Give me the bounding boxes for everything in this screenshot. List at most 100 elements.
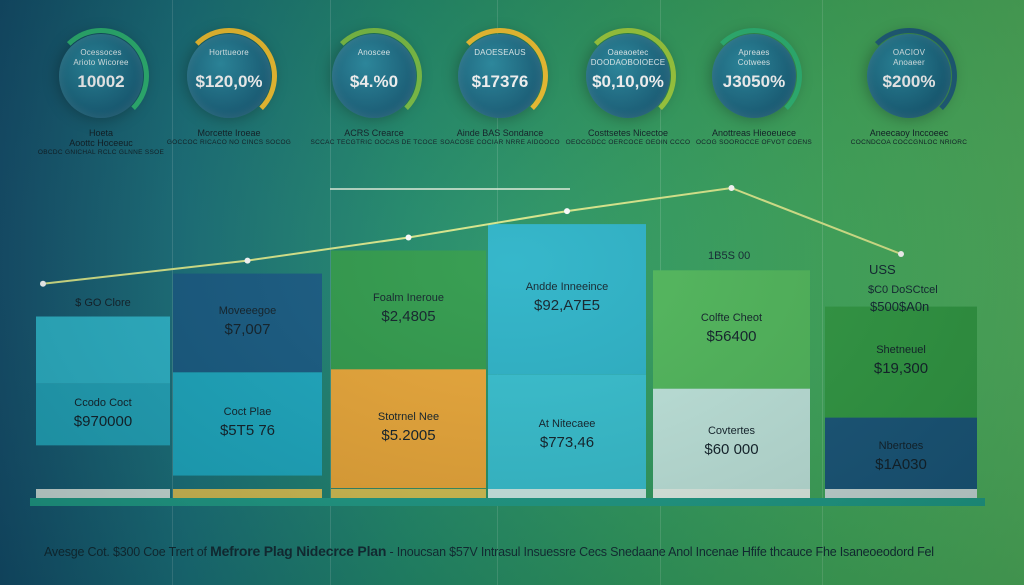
bar-segment-value: $56400 [706, 327, 757, 345]
trend-line [42, 186, 902, 285]
trend-point [405, 234, 412, 241]
bar-segment [36, 383, 170, 446]
bar-segment [825, 306, 977, 418]
bar-segment-value: $970000 [73, 412, 133, 430]
bar-segment-name: Foalm Ineroue [373, 291, 444, 304]
kpi-ring: Horttueore $120,0% [181, 28, 277, 124]
bar-segment-name: Stotrnel Nee [377, 410, 440, 423]
kpi-value: $120,0% [195, 72, 263, 91]
kpi-ring: DAOESEAUS $17376 [452, 28, 548, 124]
bar-segment [173, 273, 322, 373]
float-label-right-c: $500$A0n [870, 299, 930, 314]
kpi-caption: Morcette Iroeae [197, 128, 261, 138]
kpi-value: $0,10,0% [592, 72, 664, 91]
kpi-card: OACIOV Anoaeer $200% Aneecaoy Inccoeec COCND… [851, 28, 967, 168]
kpi-card: Anoscee $4.%0 ACRS Crearce SCCAC TECGTRIC O… [311, 28, 437, 168]
bar-segment-name: Colfte Cheot [700, 311, 763, 324]
bar-segment-value: $7,007 [224, 320, 271, 338]
bar-segment-value: $60 000 [704, 441, 759, 459]
kpi-caption: Costtsetes Nicectoe [587, 128, 669, 138]
kpi-detail: SOACOSE COCIAR NRRE AIDOOCO [440, 139, 560, 146]
divider-line [330, 0, 331, 585]
bar-segment [173, 372, 322, 476]
trend-point [244, 257, 251, 264]
bar-segment-name: Ccodo Coct [74, 396, 132, 409]
kpi-ring: Apreaes Cotwees J3050% [706, 28, 802, 124]
bar-segment-name: Nbertoes [878, 439, 924, 452]
kpi-detail: OEOCGDCC OERCOCE OEOIN CCCO [565, 139, 691, 146]
bar-base-strip [331, 489, 486, 498]
kpi-label: Oaeaoetec [607, 48, 649, 57]
bar-segment-value: $5T5 76 [219, 421, 276, 439]
kpi-label: Apreaes [738, 48, 770, 57]
trend-point [40, 280, 46, 287]
bar-segment [331, 250, 486, 370]
bar-segment-name: Shetneuel [876, 344, 926, 357]
kpi-label: Horttueore [209, 48, 249, 57]
kpi-caption: ACRS Crearce [344, 128, 404, 138]
float-label-top: 1B5S 00 [708, 250, 751, 262]
footer-prefix: Avesge Cot. $300 Coe Trert of [44, 545, 207, 559]
kpi-sublabel: Arioto Wicoree [73, 58, 129, 67]
kpi-caption: Anottreas Hieoeuece [711, 128, 797, 138]
kpi-ring: Oaeaoetec DOODAOBOIOECE $0,10,0% [580, 28, 676, 124]
kpi-value: 10002 [77, 72, 125, 91]
kpi-value: J3050% [722, 72, 786, 91]
kpi-ring: OACIOV Anoaeer $200% [861, 28, 957, 124]
kpi-ring-arc [861, 28, 957, 124]
kpi-label: OACIOV [892, 48, 926, 57]
bar-segment-name: $ GO Clore [75, 296, 131, 309]
kpi-sublabel: Cotwees [737, 58, 771, 67]
kpi-label: Anoscee [357, 48, 391, 57]
bar-segment [653, 270, 810, 389]
bar-segment [653, 388, 810, 498]
bar-segment-name: Andde Inneeince [525, 281, 609, 294]
footer-middle: - Inoucsan $57V [389, 545, 478, 559]
kpi-detail: SCCAC TECGTRIC OOCAS DE TCOCE [310, 139, 438, 146]
kpi-ring-arc [452, 28, 548, 124]
kpi-ring: Ocessoces Arioto Wicoree 10002 [53, 28, 149, 124]
bar-segment-value: $19,300 [873, 360, 929, 378]
float-label-right-a: USS [869, 262, 896, 277]
divider-line [172, 0, 173, 585]
bar-segment [36, 316, 170, 384]
divider-line [822, 0, 823, 585]
kpi-card: Apreaes Cotwees J3050% Anottreas Hieoeuece O… [696, 28, 812, 168]
kpi-sublabel: Anoaeer [893, 58, 925, 67]
kpi-detail: COCNDCOA COCCGNLOC NRIORC [850, 139, 968, 146]
bar-base-strip [173, 489, 322, 498]
bar-base-strip [825, 489, 977, 498]
kpi-caption: Hoeta [88, 128, 114, 138]
bar-segment-value: $2,4805 [381, 307, 436, 325]
footer-caption: Avesge Cot. $300 Coe Trert of Mefrore Pl… [44, 543, 1004, 559]
kpi-ring-arc [53, 28, 149, 124]
bar-segment-name: Covtertes [707, 425, 756, 438]
kpi-sublabel: DOODAOBOIOECE [590, 58, 666, 67]
kpi-caption: Ainde BAS Sondance [456, 128, 544, 138]
kpi-detail: GOCCOC RICACO NO CINCS SOCOG [166, 139, 292, 146]
kpi-card: Ocessoces Arioto Wicoree 10002 Hoeta Aoottc … [38, 28, 164, 168]
bar-segment-name: At Nitecaee [538, 418, 596, 431]
trend-point [564, 208, 570, 215]
bar-segment [825, 417, 977, 498]
kpi-label: Ocessoces [80, 48, 122, 57]
bar-segment-name: Moveeegoe [218, 304, 277, 317]
kpi-ring-arc [580, 28, 676, 124]
bar-segment [488, 374, 646, 498]
bar-base-strip [488, 489, 646, 498]
kpi-ring-arc [326, 28, 422, 124]
bar-segment [331, 369, 486, 489]
float-label-right-b: $C0 DoSCtcel [868, 284, 938, 296]
bar-base-strip [36, 489, 170, 498]
kpi-ring-arc [706, 28, 802, 124]
kpi-label: DAOESEAUS [474, 48, 526, 57]
footer-suffix: Intrasul Insuessre Cecs Snedaane Anol In… [480, 545, 934, 559]
kpi-detail: OBCDC GNICHAL RCLC GLNNE SSOE [37, 149, 165, 156]
kpi-caption-secondary: Aoottc Hoceeuc [69, 138, 133, 148]
kpi-ring-arc [181, 28, 277, 124]
chart-baseline [30, 498, 985, 506]
kpi-caption: Aneecaoy Inccoeec [869, 128, 949, 138]
kpi-value: $17376 [471, 72, 529, 91]
trend-point [898, 251, 904, 257]
